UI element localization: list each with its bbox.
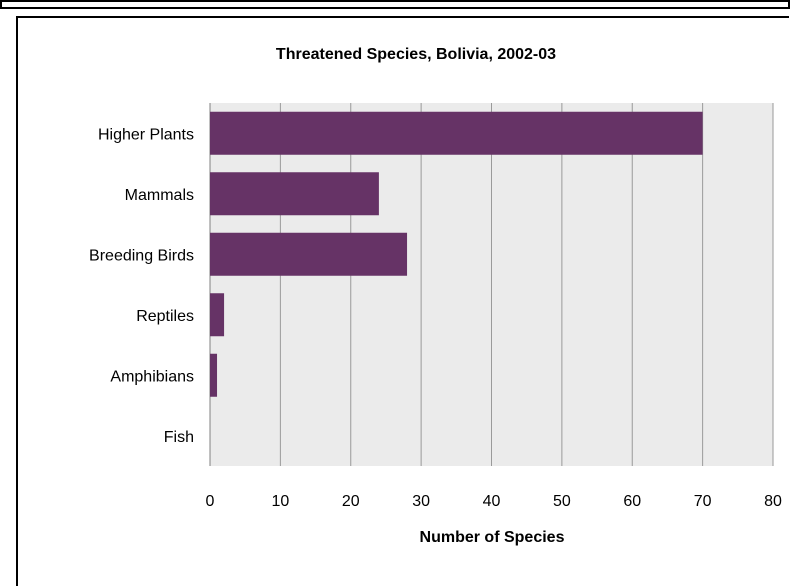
bar-breeding-birds (210, 232, 408, 276)
bar-amphibians (210, 353, 218, 397)
category-label: Reptiles (136, 308, 194, 325)
chart-title: Threatened Species, Bolivia, 2002-03 (276, 46, 556, 63)
category-label: Higher Plants (98, 126, 194, 143)
category-label: Breeding Birds (89, 247, 194, 264)
gridlines (209, 103, 774, 466)
x-axis-label: Number of Species (420, 529, 565, 546)
bar-mammals (210, 172, 379, 216)
x-tick-label: 0 (206, 493, 215, 510)
x-tick-label: 80 (764, 493, 782, 510)
x-tick-label: 40 (483, 493, 501, 510)
top-border-line (0, 0, 790, 2)
x-tick-label: 30 (412, 493, 430, 510)
category-label: Amphibians (110, 368, 194, 385)
x-tick-label: 50 (553, 493, 571, 510)
bars (210, 111, 703, 397)
top-border-line-lower (0, 7, 790, 9)
x-tick-label: 20 (342, 493, 360, 510)
top-border-left-cap (0, 0, 2, 8)
top-border-right-cap (788, 0, 790, 8)
category-label: Fish (164, 429, 194, 446)
chart-frame (16, 16, 789, 586)
x-tick-labels: 0 10 20 30 40 50 60 70 80 (206, 493, 782, 510)
bar-reptiles (210, 293, 225, 337)
x-tick-label: 70 (694, 493, 712, 510)
x-tick-label: 10 (271, 493, 289, 510)
category-labels: Higher Plants Mammals Breeding Birds Reptil… (89, 126, 194, 446)
category-label: Mammals (125, 187, 194, 204)
bar-higher-plants (210, 111, 703, 155)
x-tick-label: 60 (623, 493, 641, 510)
